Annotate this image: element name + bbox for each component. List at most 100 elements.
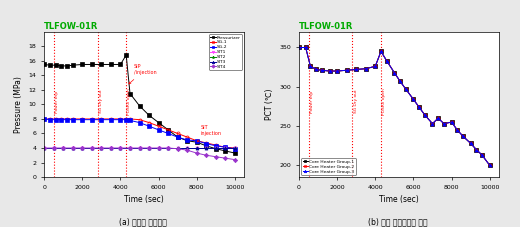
Core Heater Group-2 [313, 68, 319, 71]
Core Heater Group-1 [402, 88, 409, 91]
Core Heater Group-3 [402, 88, 409, 91]
SIT4 [60, 147, 67, 149]
SG-1 [123, 118, 129, 120]
SG-2 [184, 139, 190, 141]
SIT1 [70, 147, 76, 149]
Legend: Pressurizer, SG-1, SG-2, SIT1, SIT2, SIT3, SIT4: Pressurizer, SG-1, SG-2, SIT1, SIT2, SIT… [209, 34, 242, 70]
SG-2 [165, 132, 171, 135]
Core Heater Group-3 [384, 59, 390, 62]
SG-2 [213, 144, 219, 147]
SIT4 [79, 147, 85, 149]
Core Heater Group-3 [441, 122, 447, 125]
Core Heater Group-2 [372, 65, 379, 68]
SG-1 [127, 118, 133, 120]
SG-2 [155, 128, 162, 131]
Pressurizer [203, 144, 210, 147]
Core Heater Group-2 [378, 50, 384, 53]
SIT1 [79, 147, 85, 149]
Line: SIT2: SIT2 [43, 146, 237, 150]
SIT2 [165, 147, 171, 149]
SG-1 [108, 118, 114, 120]
SIT4 [213, 155, 219, 158]
SIT2 [193, 147, 200, 149]
SG-1 [58, 118, 64, 120]
SIT2 [232, 147, 238, 149]
SIT4 [89, 147, 95, 149]
SG-1 [193, 139, 200, 142]
Core Heater Group-1 [334, 70, 340, 72]
SIT1 [165, 147, 171, 149]
Text: Power trip: Power trip [55, 90, 59, 113]
Text: Power trip: Power trip [310, 90, 314, 113]
SG-2 [136, 121, 142, 124]
SG-1 [213, 144, 219, 146]
SIT3 [232, 147, 238, 149]
Line: Core Heater Group-1: Core Heater Group-1 [297, 46, 491, 167]
SG-1 [146, 121, 152, 124]
Core Heater Group-3 [467, 142, 474, 145]
SIT1 [232, 147, 238, 149]
SIT4 [232, 158, 238, 161]
SIT2 [70, 147, 76, 149]
SIT1 [108, 147, 114, 149]
Core Heater Group-3 [435, 117, 441, 120]
SIT3 [175, 147, 181, 149]
Core Heater Group-3 [372, 65, 379, 68]
Core Heater Group-2 [430, 122, 436, 125]
SG-2 [70, 118, 76, 121]
Core Heater Group-3 [327, 70, 333, 72]
Core Heater Group-1 [454, 128, 460, 131]
SIT1 [146, 147, 152, 149]
SIT1 [98, 147, 105, 149]
SIT4 [136, 147, 142, 149]
SIT1 [41, 147, 47, 149]
X-axis label: Time (sec): Time (sec) [379, 195, 419, 204]
Line: SG-1: SG-1 [43, 117, 237, 150]
Core Heater Group-3 [422, 114, 428, 116]
SG-2 [203, 142, 210, 145]
Core Heater Group-2 [448, 121, 454, 123]
SIT4 [222, 157, 228, 160]
Core Heater Group-1 [422, 114, 428, 116]
Pressurizer [89, 63, 95, 66]
Line: SIT3: SIT3 [43, 146, 237, 150]
Pressurizer [165, 128, 171, 131]
Core Heater Group-2 [435, 117, 441, 120]
SIT2 [222, 147, 228, 149]
SIT2 [213, 147, 219, 149]
Core Heater Group-3 [296, 46, 302, 49]
SIT3 [203, 147, 210, 149]
Pressurizer [155, 121, 162, 124]
Core Heater Group-2 [402, 88, 409, 91]
Text: POSRV open: POSRV open [382, 88, 386, 115]
SG-2 [123, 118, 129, 121]
Pressurizer [108, 63, 114, 66]
SG-2 [175, 136, 181, 138]
SG-1 [136, 118, 142, 121]
Y-axis label: Pressure (MPa): Pressure (MPa) [14, 76, 23, 133]
SIT2 [60, 147, 67, 149]
SG-2 [79, 118, 85, 121]
SG-2 [89, 118, 95, 121]
SG-2 [98, 118, 105, 121]
SG-1 [41, 118, 47, 120]
Text: (b) 노심 최대온도의 변화: (b) 노심 최대온도의 변화 [368, 218, 427, 227]
Legend: Core Heater Group-1, Core Heater Group-2, Core Heater Group-3: Core Heater Group-1, Core Heater Group-2… [301, 158, 356, 175]
Core Heater Group-2 [344, 69, 350, 72]
SG-1 [165, 128, 171, 131]
Core Heater Group-2 [473, 148, 479, 151]
Core Heater Group-3 [303, 46, 309, 49]
Core Heater Group-2 [362, 67, 369, 70]
Core Heater Group-1 [303, 46, 309, 49]
Core Heater Group-3 [397, 80, 403, 83]
Core Heater Group-3 [319, 69, 325, 72]
SG-2 [41, 118, 47, 120]
SIT4 [118, 147, 124, 149]
SIT3 [70, 147, 76, 149]
Core Heater Group-2 [296, 46, 302, 49]
Pressurizer [232, 152, 238, 154]
Core Heater Group-3 [378, 50, 384, 53]
Text: SG Dry out: SG Dry out [99, 90, 103, 113]
Text: TLFOW-01R: TLFOW-01R [44, 22, 99, 31]
SIT2 [203, 147, 210, 149]
